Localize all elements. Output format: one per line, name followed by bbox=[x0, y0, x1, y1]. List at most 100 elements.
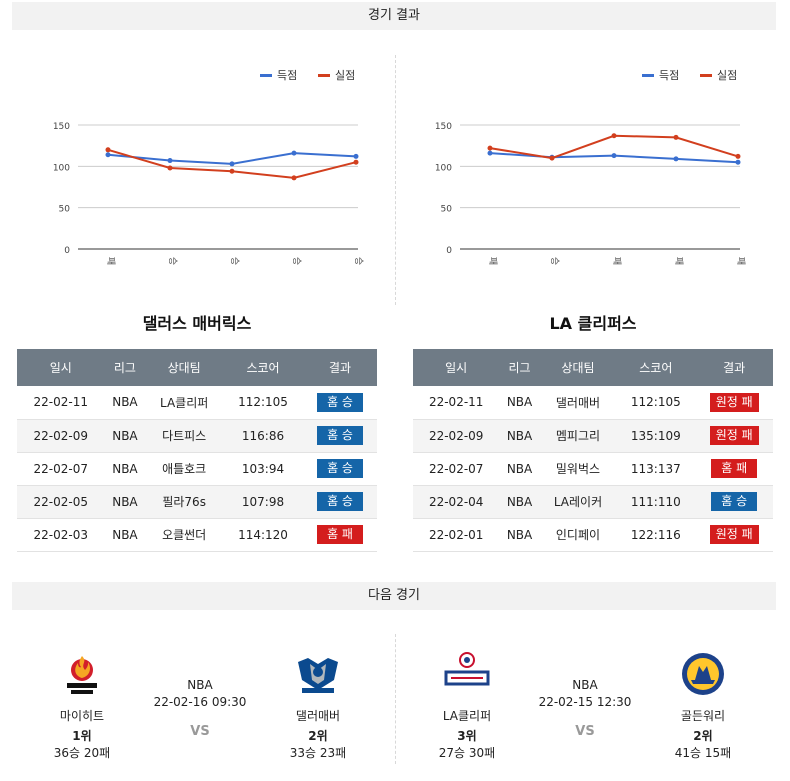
y-tick-label: 0 bbox=[446, 246, 452, 256]
result-badge: 원정 패 bbox=[709, 392, 759, 412]
data-point bbox=[291, 175, 297, 181]
legend-swatch bbox=[642, 74, 654, 77]
team2-results-table: 일시 리그 상대팀 스코어 결과 22-02-11 NBA 댈러매버 112:105 원… bbox=[413, 349, 773, 552]
home-team-record: 36승 20패 bbox=[53, 746, 111, 760]
result-cell: 홈 승 bbox=[303, 419, 377, 453]
y-tick-label: 50 bbox=[441, 205, 453, 215]
data-point bbox=[353, 159, 359, 165]
away-team[interactable]: 골든워리 2위 41승 15패 bbox=[643, 650, 763, 761]
opponent-cell: 필라76s bbox=[145, 485, 223, 519]
date-cell: 22-02-11 bbox=[413, 386, 500, 420]
data-point bbox=[167, 165, 173, 171]
date-cell: 22-02-04 bbox=[413, 485, 500, 519]
column-divider bbox=[395, 55, 396, 305]
date-cell: 22-02-09 bbox=[17, 419, 105, 453]
team2-score-chart: 0 50 100 150 패 승 패 패 패 득점 실점 bbox=[392, 50, 772, 280]
x-tick-label: 패 bbox=[105, 257, 116, 265]
data-point bbox=[229, 161, 235, 167]
score-cell: 112:105 bbox=[616, 386, 696, 420]
data-point bbox=[673, 134, 679, 140]
league-cell: NBA bbox=[104, 386, 146, 420]
home-team-name: 마이히트 bbox=[59, 709, 105, 723]
table-header-row: 일시 리그 상대팀 스코어 결과 bbox=[17, 349, 377, 386]
result-badge: 홈 승 bbox=[317, 392, 364, 412]
table-row: 22-02-09 NBA 멤피그리 135:109 원정 패 bbox=[413, 419, 773, 453]
away-team-record: 33승 23패 bbox=[289, 746, 347, 760]
col-result-header: 결과 bbox=[303, 349, 377, 386]
col-date-header: 일시 bbox=[413, 349, 500, 386]
table-row: 22-02-04 NBA LA레이커 111:110 홈 승 bbox=[413, 485, 773, 519]
x-tick-label: 패 bbox=[735, 257, 746, 265]
data-point bbox=[549, 155, 555, 161]
result-cell: 원정 패 bbox=[695, 518, 773, 552]
y-tick-label: 100 bbox=[53, 163, 70, 173]
opponent-cell: 멤피그리 bbox=[539, 419, 617, 453]
team1-score-chart: 0 50 100 150 패 승 승 승 승 득점 실점 bbox=[10, 50, 390, 280]
golden-state-warriors-logo-icon bbox=[682, 653, 724, 695]
table-row: 22-02-07 NBA 애틀호크 103:94 홈 승 bbox=[17, 452, 377, 486]
y-tick-label: 150 bbox=[435, 122, 452, 132]
away-team-rank: 2위 bbox=[308, 729, 328, 743]
col-score-header: 스코어 bbox=[222, 349, 304, 386]
league-cell: NBA bbox=[104, 485, 146, 519]
data-point bbox=[487, 145, 493, 151]
data-point bbox=[105, 147, 111, 153]
date-cell: 22-02-05 bbox=[17, 485, 105, 519]
legend-scored-label: 득점 bbox=[277, 69, 297, 82]
dallas-mavericks-logo-icon bbox=[298, 658, 338, 693]
team1-title: 댈러스 매버릭스 bbox=[142, 314, 252, 333]
col-opponent-header: 상대팀 bbox=[145, 349, 223, 386]
home-team[interactable]: 마이히트 1위 36승 20패 bbox=[22, 650, 142, 761]
result-cell: 홈 패 bbox=[303, 518, 377, 552]
home-team-name: LA클리퍼 bbox=[442, 709, 492, 723]
match-datetime: 22-02-16 09:30 bbox=[153, 695, 247, 709]
data-point bbox=[353, 153, 359, 159]
table-row: 22-02-11 NBA LA클리퍼 112:105 홈 승 bbox=[17, 386, 377, 420]
result-badge: 원정 패 bbox=[709, 426, 759, 445]
date-cell: 22-02-07 bbox=[17, 452, 105, 486]
x-tick-label: 패 bbox=[611, 257, 622, 265]
away-team-name: 댈러매버 bbox=[295, 709, 341, 723]
result-cell: 홈 승 bbox=[303, 485, 377, 519]
league-cell: NBA bbox=[499, 485, 540, 519]
league-cell: NBA bbox=[499, 452, 540, 486]
result-badge: 홈 패 bbox=[711, 459, 758, 478]
away-team-name: 골든워리 bbox=[680, 709, 726, 723]
opponent-cell: 애틀호크 bbox=[145, 452, 223, 486]
legend-swatch bbox=[318, 74, 330, 77]
league-cell: NBA bbox=[499, 518, 540, 552]
away-team-record: 41승 15패 bbox=[674, 746, 732, 760]
score-cell: 103:94 bbox=[222, 452, 304, 486]
data-point bbox=[105, 152, 111, 158]
league-cell: NBA bbox=[104, 518, 146, 552]
league-cell: NBA bbox=[499, 386, 540, 420]
score-cell: 113:137 bbox=[616, 452, 696, 486]
team2-title: LA 클리퍼스 bbox=[549, 314, 637, 333]
table-row: 22-02-11 NBA 댈러매버 112:105 원정 패 bbox=[413, 386, 773, 420]
opponent-cell: 밀워벅스 bbox=[539, 452, 617, 486]
next-match-card[interactable]: LA클리퍼 3위 27승 30패 NBA 22-02-15 12:30 VS 골… bbox=[395, 640, 775, 770]
result-cell: 홈 패 bbox=[695, 452, 773, 486]
next-match-card[interactable]: 마이히트 1위 36승 20패 NBA 22-02-16 09:30 VS 댈러… bbox=[10, 640, 390, 770]
x-tick-label: 패 bbox=[673, 257, 684, 265]
home-team[interactable]: LA클리퍼 3위 27승 30패 bbox=[407, 650, 527, 761]
x-tick-label: 승 bbox=[549, 257, 560, 265]
score-cell: 116:86 bbox=[222, 419, 304, 453]
score-cell: 122:116 bbox=[616, 518, 696, 552]
col-score-header: 스코어 bbox=[616, 349, 696, 386]
score-cell: 114:120 bbox=[222, 518, 304, 552]
away-team-rank: 2위 bbox=[693, 729, 713, 743]
col-league-header: 리그 bbox=[104, 349, 146, 386]
score-cell: 112:105 bbox=[222, 386, 304, 420]
legend-conceded-label: 실점 bbox=[717, 69, 737, 82]
match-datetime: 22-02-15 12:30 bbox=[538, 695, 632, 709]
opponent-cell: LA레이커 bbox=[539, 485, 617, 519]
league-cell: NBA bbox=[104, 452, 146, 486]
x-tick-label: 승 bbox=[353, 257, 364, 265]
result-badge: 홈 패 bbox=[317, 525, 364, 544]
away-team[interactable]: 댈러매버 2위 33승 23패 bbox=[258, 650, 378, 761]
match-league: NBA bbox=[572, 678, 598, 692]
result-cell: 원정 패 bbox=[695, 419, 773, 453]
y-tick-label: 0 bbox=[64, 246, 70, 256]
legend-swatch bbox=[260, 74, 272, 77]
